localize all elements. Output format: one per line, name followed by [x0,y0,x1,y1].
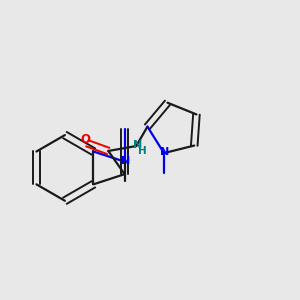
Text: O: O [81,133,91,146]
Text: H: H [138,146,147,156]
Text: N: N [121,156,130,166]
Text: N: N [160,147,170,157]
Text: N: N [133,140,142,150]
